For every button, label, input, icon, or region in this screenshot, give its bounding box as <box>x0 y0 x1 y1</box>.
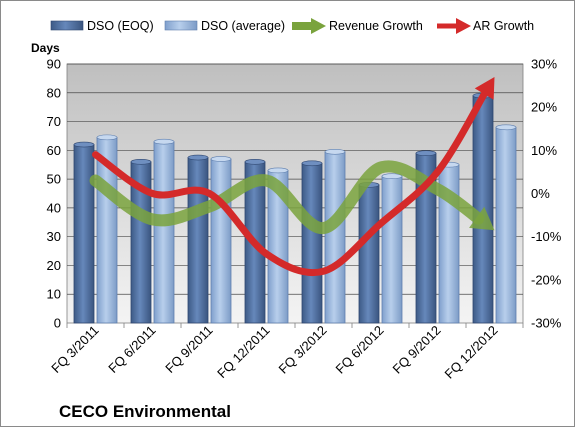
y-tick-left: 60 <box>47 143 61 158</box>
legend-swatch-revenue-growth <box>292 18 326 34</box>
bar-dso-eoq <box>358 184 380 324</box>
bar-top-dso-average <box>153 138 175 145</box>
bar-dso-eoq <box>187 157 209 324</box>
revenue-growth-arrowhead <box>469 206 495 231</box>
bar-top-dso-eoq <box>301 160 323 167</box>
x-tick-label: FQ 6/2011 <box>105 323 158 376</box>
legend-label-dso-eoq: DSO (EOQ) <box>87 19 154 33</box>
chart-title: CECO Environmental <box>59 402 231 421</box>
bar-top-dso-average <box>495 124 517 131</box>
y-tick-left: 50 <box>47 172 61 187</box>
bar-top-dso-average <box>324 148 346 155</box>
y-tick-right: -10% <box>531 229 562 244</box>
growth-lines <box>89 76 495 276</box>
x-tick-label: FQ 9/2011 <box>162 323 215 376</box>
legend-label-ar-growth: AR Growth <box>473 19 534 33</box>
bar-top-dso-average <box>381 173 403 180</box>
legend-swatch-dso-average <box>164 20 198 31</box>
x-tick-label: FQ 6/2012 <box>333 323 387 377</box>
y-tick-left: 10 <box>47 287 61 302</box>
bar-top-dso-eoq <box>415 150 437 157</box>
bar-top-dso-eoq <box>73 141 95 148</box>
x-tick-label: FQ 9/2012 <box>390 323 444 377</box>
x-tick-label: FQ 3/2012 <box>276 323 330 377</box>
y-axis-right: -30% -20% -10% 0% 10% 20% 30% <box>531 57 562 331</box>
bar-dso-average <box>324 151 346 324</box>
bar-dso-average <box>381 175 403 324</box>
y-tick-right: 30% <box>531 57 557 72</box>
bar-top-dso-eoq <box>187 154 209 161</box>
bar-dso-average <box>210 158 232 324</box>
ar-growth-line <box>92 88 489 276</box>
x-tick-label: FQ 12/2011 <box>214 323 272 381</box>
y-tick-right: 20% <box>531 100 557 115</box>
bar-dso-eoq <box>73 144 95 324</box>
bar-top-dso-eoq <box>130 159 152 165</box>
bar-top-dso-eoq <box>244 159 266 165</box>
y-tick-right: -20% <box>531 272 562 287</box>
legend-swatch-dso-eoq <box>50 20 84 31</box>
bar-dso-average <box>495 126 517 324</box>
legend-swatch-ar-growth <box>437 18 471 34</box>
x-tick-label: FQ 3/2011 <box>48 323 101 376</box>
legend-arrow-head <box>456 18 471 34</box>
legend-label-dso-average: DSO (average) <box>201 19 285 33</box>
bar-dso-average <box>153 141 175 324</box>
y-axis-left: 0 10 20 30 40 50 60 70 80 90 <box>47 57 61 331</box>
y-tick-left: 20 <box>47 258 61 273</box>
y-tick-left: 70 <box>47 114 61 129</box>
y-tick-right: 0% <box>531 186 550 201</box>
y-tick-left: 80 <box>47 85 61 100</box>
ar-growth-arrowhead <box>474 76 495 100</box>
y-tick-right: -30% <box>531 316 562 331</box>
legend: DSO (EOQ) DSO (average) Revenue Growth A… <box>50 18 534 34</box>
legend-arrow-head <box>311 18 326 34</box>
x-tick-label: FQ 12/2012 <box>441 323 500 382</box>
y-tick-left: 0 <box>54 316 61 331</box>
bar-top-dso-average <box>96 134 118 141</box>
bar-top-dso-average <box>267 167 289 174</box>
y-axis-title: Days <box>31 41 60 55</box>
y-tick-left: 40 <box>47 200 61 215</box>
bar-top-dso-average <box>210 156 232 162</box>
legend-label-revenue-growth: Revenue Growth <box>329 19 423 33</box>
bar-dso-eoq <box>301 162 323 324</box>
y-tick-right: 10% <box>531 143 557 158</box>
y-tick-left: 30 <box>47 229 61 244</box>
y-tick-left: 90 <box>47 57 61 72</box>
